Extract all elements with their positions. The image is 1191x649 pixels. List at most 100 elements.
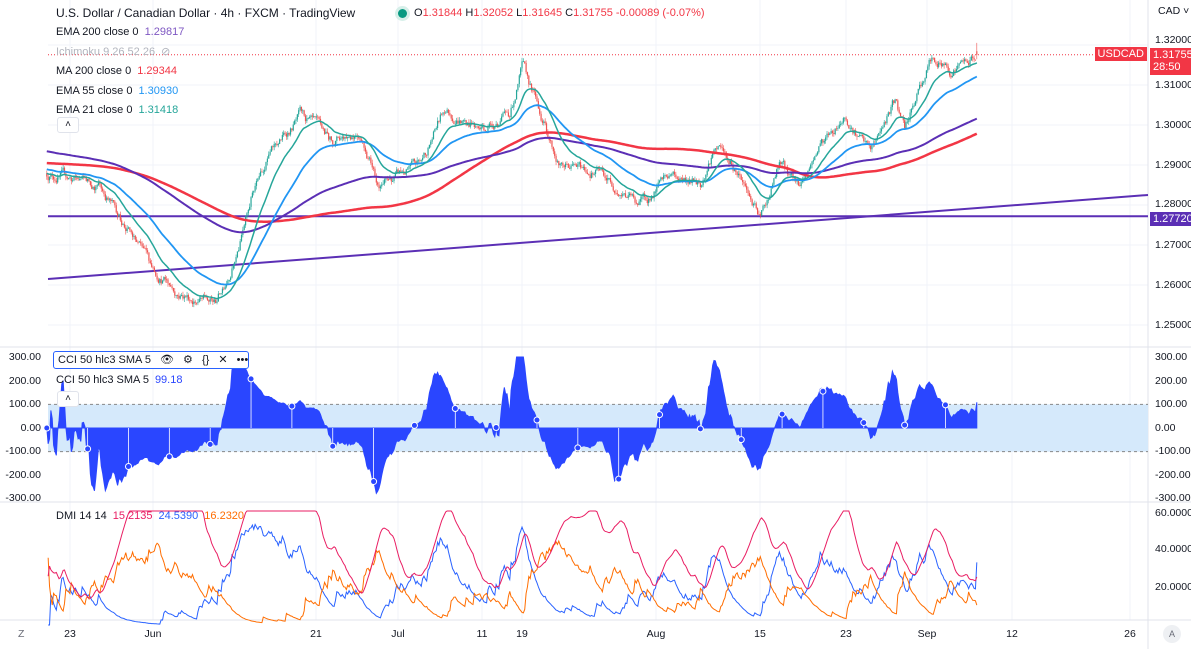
candle-body bbox=[567, 164, 569, 168]
candle-body bbox=[709, 163, 711, 165]
candle-body bbox=[827, 133, 829, 135]
candle-body bbox=[966, 61, 968, 63]
candle-body bbox=[299, 106, 301, 111]
candle-body bbox=[682, 178, 684, 181]
candle-body bbox=[886, 116, 888, 124]
indicator-legend-1[interactable]: Ichimoku 9 26 52 26 ⊘ bbox=[56, 46, 170, 59]
candle-body bbox=[556, 160, 559, 162]
indicator-value: 1.30930 bbox=[138, 84, 179, 97]
candle-body bbox=[461, 120, 463, 124]
candle-body bbox=[554, 151, 556, 156]
di-minus-line bbox=[47, 539, 978, 624]
candle-body bbox=[823, 140, 825, 143]
candle-body bbox=[763, 204, 765, 206]
collapse-cci-button[interactable]: ˄ bbox=[57, 391, 79, 407]
candle-body bbox=[566, 163, 568, 165]
candle-body bbox=[520, 68, 522, 76]
candle-body bbox=[393, 177, 395, 181]
candle-body bbox=[503, 111, 505, 114]
candle-body bbox=[842, 118, 844, 123]
candle-body bbox=[152, 266, 154, 268]
candle-body bbox=[957, 65, 959, 70]
settings-icon[interactable]: ⚙ bbox=[183, 354, 193, 366]
cci-sma-marker bbox=[737, 436, 745, 444]
candle-body bbox=[923, 81, 925, 83]
more-icon[interactable]: ••• bbox=[236, 354, 249, 366]
candle-body bbox=[89, 181, 91, 185]
close-icon[interactable]: ✕ bbox=[218, 354, 228, 366]
candle-body bbox=[944, 63, 947, 66]
adx-line bbox=[47, 510, 978, 599]
candle-body bbox=[484, 129, 486, 132]
candle-body bbox=[206, 297, 209, 301]
candle-body bbox=[280, 139, 282, 141]
indicator-legend-0[interactable]: EMA 200 close 0 1.29817 bbox=[56, 26, 184, 39]
candle-body bbox=[969, 59, 971, 65]
candle-body bbox=[604, 175, 606, 179]
candle-body bbox=[961, 60, 963, 63]
cci-sma-marker bbox=[124, 463, 132, 471]
candle-body bbox=[799, 185, 801, 187]
candle-body bbox=[59, 172, 62, 177]
price-axis-label: 1.31000 bbox=[1155, 79, 1191, 91]
candle-body bbox=[175, 295, 177, 296]
candle-body bbox=[940, 63, 943, 67]
candle-body bbox=[103, 190, 105, 195]
candle-body bbox=[323, 129, 326, 134]
candle-body bbox=[509, 116, 511, 118]
collapse-legend-button[interactable]: ˄ bbox=[57, 117, 79, 133]
candle-body bbox=[464, 120, 466, 122]
source-code-icon[interactable]: {} bbox=[201, 354, 210, 366]
candle-body bbox=[141, 243, 143, 247]
ema55-line bbox=[46, 75, 978, 286]
cci-sma-marker bbox=[43, 424, 51, 432]
candle-body bbox=[965, 59, 967, 62]
hline-price-tag: 1.27720 bbox=[1150, 212, 1191, 226]
candle-body bbox=[540, 113, 542, 121]
candle-body bbox=[318, 117, 320, 119]
candle-body bbox=[571, 164, 573, 166]
currency-selector[interactable]: CAD ˅ bbox=[1158, 5, 1190, 17]
candle-body bbox=[194, 301, 196, 303]
cci-legend-toolbar[interactable]: CCI 50 hlc3 SMA 5 👁 ⚙ {} ✕ ••• bbox=[53, 351, 249, 369]
candle-body bbox=[963, 59, 966, 62]
auto-scale-button[interactable]: A bbox=[1163, 625, 1181, 643]
indicator-label: MA 200 close 0 bbox=[56, 65, 132, 77]
candle-body bbox=[176, 295, 179, 296]
candle-body bbox=[879, 131, 881, 133]
candle-body bbox=[875, 138, 877, 144]
indicator-legend-4[interactable]: EMA 21 close 0 1.31418 bbox=[56, 104, 178, 117]
indicator-legend-2[interactable]: MA 200 close 0 1.29344 bbox=[56, 65, 177, 78]
candle-body bbox=[134, 235, 136, 240]
candle-body bbox=[284, 132, 286, 134]
eye-icon[interactable]: 👁 bbox=[160, 354, 174, 366]
candle-body bbox=[925, 70, 928, 79]
candle-body bbox=[47, 176, 49, 181]
candle-body bbox=[246, 213, 248, 218]
candle-body bbox=[938, 62, 940, 67]
candle-body bbox=[631, 194, 633, 196]
candle-body bbox=[592, 173, 594, 175]
candle-body bbox=[174, 291, 176, 296]
candle-body bbox=[919, 84, 921, 89]
candle-body bbox=[649, 198, 651, 201]
z-icon[interactable]: Z bbox=[18, 628, 25, 640]
candle-body bbox=[570, 165, 572, 169]
candle-body bbox=[616, 193, 618, 195]
candle-body bbox=[510, 107, 512, 117]
indicator-legend-3[interactable]: EMA 55 close 0 1.30930 bbox=[56, 85, 178, 98]
hidden-eye-icon[interactable]: ⊘ bbox=[161, 45, 171, 58]
candle-body bbox=[641, 196, 643, 200]
candle-body bbox=[755, 203, 757, 209]
candle-body bbox=[209, 298, 211, 302]
candle-body bbox=[615, 192, 617, 194]
cci-value: 99.18 bbox=[154, 374, 183, 386]
time-axis-label: 19 bbox=[516, 628, 528, 640]
candle-body bbox=[880, 128, 883, 132]
candle-body bbox=[627, 195, 629, 198]
candle-body bbox=[607, 178, 609, 181]
candle-body bbox=[959, 62, 962, 64]
candle-body bbox=[445, 112, 447, 114]
time-axis-label: Jun bbox=[144, 628, 162, 640]
